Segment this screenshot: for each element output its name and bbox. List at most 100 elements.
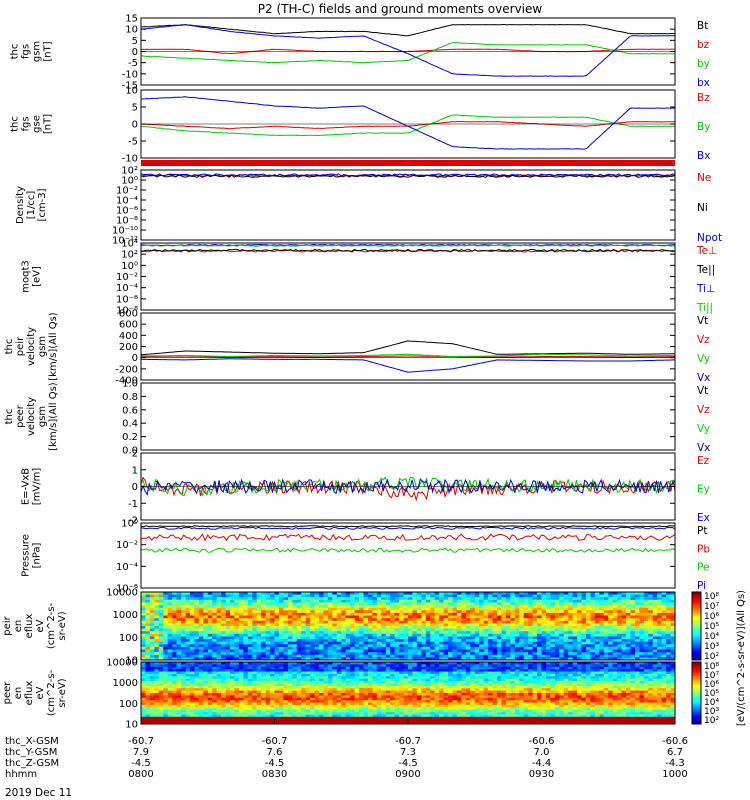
spectrogram-cell: [301, 664, 307, 668]
spectrogram-cell: [149, 690, 155, 694]
spectrogram-cell: [189, 649, 195, 653]
spectrogram-cell: [141, 631, 146, 635]
spectrogram-cell: [479, 618, 485, 622]
spectrogram-cell: [230, 618, 235, 622]
spectrogram-cell: [368, 641, 373, 645]
spectrogram-cell: [626, 607, 631, 611]
spectrogram-cell: [216, 709, 222, 713]
spectrogram-cell: [252, 719, 258, 723]
spectrogram-cell: [327, 671, 333, 675]
spectrogram-cell: [390, 719, 396, 723]
spectrogram-cell: [372, 626, 378, 630]
spectrogram-cell: [252, 666, 258, 670]
spectrogram-cell: [230, 719, 235, 723]
spectrogram-cell: [670, 652, 675, 656]
spectrogram-cell: [363, 657, 369, 660]
spectrogram-cell: [359, 592, 365, 596]
spectrogram-cell: [243, 599, 249, 603]
spectrogram-cell: [639, 594, 645, 598]
spectrogram-cell: [594, 610, 600, 614]
spectrogram-cell: [203, 719, 209, 723]
spectrogram-cell: [314, 671, 320, 675]
spectrogram-cell: [270, 702, 276, 706]
ytick-label: 10⁻²: [116, 186, 138, 197]
spectrogram-cell: [292, 688, 298, 692]
spectrogram-cell: [185, 704, 191, 708]
spectrogram-cell: [345, 610, 351, 614]
spectrogram-cell: [172, 657, 178, 660]
spectrogram-cell: [141, 671, 146, 675]
spectrogram-cell: [617, 612, 623, 617]
spectrogram-cell: [305, 628, 311, 632]
spectrogram-cell: [270, 620, 276, 624]
spectrogram-cell: [305, 626, 311, 630]
spectrogram-cell: [474, 657, 480, 660]
spectrogram-cell: [332, 605, 338, 609]
spectrogram-cell: [221, 652, 227, 656]
spectrogram-cell: [528, 618, 534, 622]
spectrogram-cell: [181, 709, 187, 713]
spectrogram-cell: [141, 702, 146, 706]
spectrogram-cell: [185, 678, 191, 682]
spectrogram-cell: [216, 618, 222, 622]
spectrogram-cell: [376, 626, 382, 630]
spectrogram-cell: [568, 652, 574, 656]
spectrogram-cell: [354, 597, 360, 601]
spectrogram-cell: [461, 618, 467, 622]
spectrogram-cell: [310, 649, 316, 653]
spectrogram-cell: [345, 599, 351, 603]
spectrogram-cell: [559, 623, 565, 627]
spectrogram-cell: [532, 594, 538, 598]
spectrogram-cell: [327, 594, 333, 598]
spectrogram-cell: [461, 644, 467, 648]
spectrogram-cell: [283, 697, 289, 701]
spectrogram-cell: [327, 654, 333, 658]
spectrogram-cell: [203, 607, 209, 611]
spectrogram-cell: [483, 599, 489, 603]
spectrogram-cell: [528, 628, 534, 632]
spectrogram-cell: [652, 652, 658, 656]
ylabel-line: [km/s](All Qs): [48, 382, 59, 450]
spectrogram-cell: [158, 707, 164, 711]
spectrogram-cell: [635, 612, 640, 617]
spectrogram-cell: [621, 623, 627, 627]
spectrogram-cell: [158, 597, 164, 601]
spectrogram-cell: [425, 618, 431, 622]
spectrogram-cell: [652, 610, 658, 614]
spectrogram-cell: [234, 599, 240, 603]
spectrogram-cell: [327, 599, 333, 603]
spectrogram-cell: [568, 605, 574, 609]
spectrogram-cell: [456, 623, 462, 627]
spectrogram-cell: [412, 620, 418, 624]
spectrogram-cell: [345, 712, 351, 716]
spectrogram-cell: [198, 633, 204, 637]
spectrogram-cell: [443, 646, 449, 651]
spectrogram-cell: [368, 618, 373, 622]
ylabel-line: fgs: [21, 44, 32, 59]
spectrogram-cell: [559, 620, 565, 624]
spectrogram-cell: [221, 673, 227, 677]
spectrogram-cell: [470, 602, 476, 606]
spectrogram-cell: [336, 688, 342, 692]
spectrogram-cell: [216, 719, 222, 723]
spectrogram-cell: [599, 631, 605, 635]
spectrogram-cell: [519, 607, 525, 611]
spectrogram-cell: [234, 690, 240, 694]
spectrogram-cell: [546, 623, 551, 627]
spectrogram-cell: [479, 639, 485, 643]
spectrogram-cell: [265, 671, 271, 675]
spectrogram-cell: [488, 602, 494, 606]
spectrogram-cell: [247, 597, 253, 601]
spectrogram-cell: [154, 639, 160, 643]
spectrogram-cell: [207, 662, 213, 665]
spectrogram-cell: [572, 599, 578, 603]
spectrogram-cell: [145, 633, 151, 637]
spectrogram-cell: [581, 620, 587, 624]
spectrogram-cell: [461, 615, 467, 619]
spectrogram-cell: [554, 633, 560, 637]
spectrogram-cell: [310, 618, 316, 622]
spectrogram-cell: [261, 707, 267, 711]
spectrogram-cell: [381, 612, 387, 617]
spectrogram-cell: [586, 652, 591, 656]
spectrogram-cell: [216, 644, 222, 648]
